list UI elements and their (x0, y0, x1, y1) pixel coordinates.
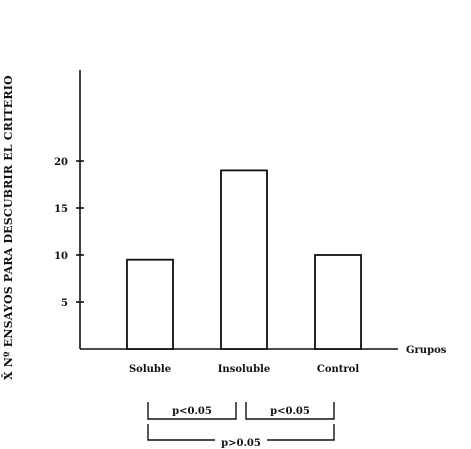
y-tick-label: 15 (54, 204, 68, 215)
bar-insoluble (220, 169, 268, 350)
bracket-label-background (264, 404, 316, 416)
significance-label: p<0.05 (270, 406, 310, 417)
significance-bracket (147, 402, 237, 420)
bracket-label-background (166, 404, 218, 416)
significance-label: p<0.05 (172, 406, 212, 417)
y-ticks: 5 10 15 20 (54, 157, 84, 309)
category-label: Control (317, 364, 359, 375)
bar-soluble (126, 258, 174, 350)
y-tick-label: 5 (61, 298, 68, 309)
bracket-label-background (215, 436, 267, 448)
category-label: Insoluble (218, 364, 270, 375)
category-label: Soluble (129, 364, 171, 375)
bars (126, 169, 362, 350)
significance-brackets: p<0.05 p<0.05 p>0.05 (147, 402, 335, 449)
bar-control (314, 254, 362, 350)
significance-label: p>0.05 (221, 438, 261, 449)
y-tick-label: 10 (54, 251, 68, 262)
category-labels: Soluble Insoluble Control (129, 364, 359, 375)
x-axis-label: Grupos (406, 345, 447, 356)
significance-bracket (245, 402, 335, 420)
y-axis-label: X̄ Nº ENSAYOS PARA DESCUBRIR EL CRITERIO (1, 75, 15, 380)
y-tick-label: 20 (54, 157, 68, 168)
